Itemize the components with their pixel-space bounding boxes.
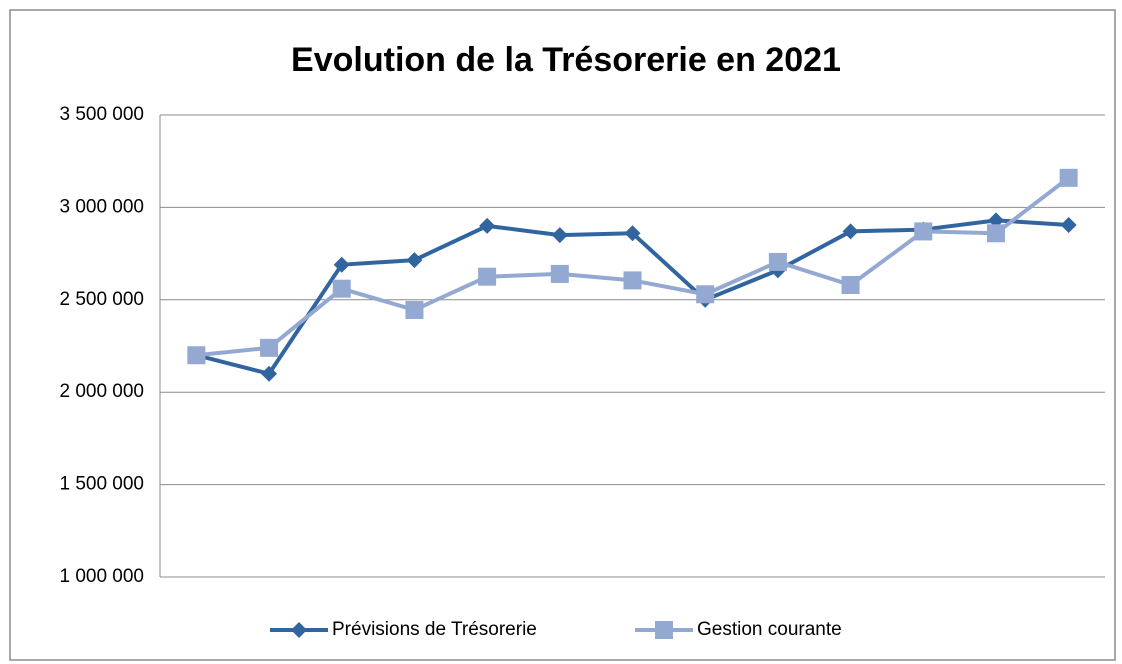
chart-title: Evolution de la Trésorerie en 2021 (291, 41, 841, 79)
marker (655, 621, 673, 639)
marker (841, 276, 860, 295)
marker (333, 256, 350, 273)
marker (332, 279, 351, 298)
marker (624, 225, 641, 242)
marker (405, 300, 424, 319)
y-tick-label: 3 000 000 (59, 196, 144, 217)
marker (986, 224, 1005, 243)
marker (261, 365, 278, 382)
marker (260, 338, 279, 357)
legend-label: Prévisions de Trésorerie (332, 619, 537, 640)
marker (1060, 216, 1077, 233)
chart-frame (9, 9, 1116, 661)
marker (478, 267, 497, 286)
legend-label: Gestion courante (697, 619, 842, 640)
marker (291, 622, 307, 638)
y-tick-label: 2 000 000 (59, 381, 144, 402)
marker (696, 285, 715, 304)
marker (406, 252, 423, 269)
marker (1059, 168, 1078, 187)
marker (479, 217, 496, 234)
marker (551, 227, 568, 244)
marker (187, 346, 206, 365)
y-tick-label: 1 000 000 (59, 566, 144, 587)
y-tick-label: 1 500 000 (59, 474, 144, 495)
marker (768, 252, 787, 271)
marker (623, 271, 642, 290)
y-tick-label: 3 500 000 (59, 104, 144, 125)
marker (914, 222, 933, 241)
marker (842, 223, 859, 240)
marker (550, 264, 569, 283)
y-tick-label: 2 500 000 (59, 289, 144, 310)
